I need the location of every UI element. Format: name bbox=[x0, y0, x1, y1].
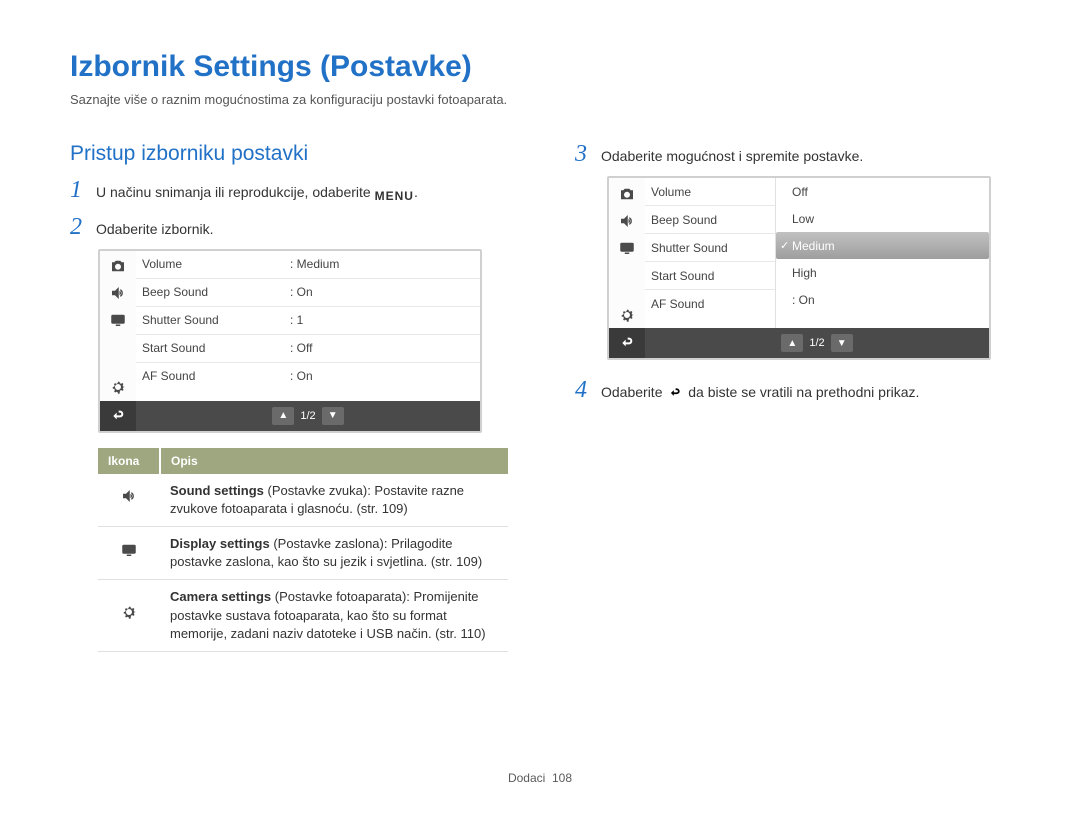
table-header-row: Ikona Opis bbox=[98, 448, 508, 474]
menu-label: AF Sound bbox=[136, 369, 290, 383]
menu-label: Start Sound bbox=[645, 269, 775, 283]
back-icon[interactable] bbox=[100, 401, 136, 431]
menu-row: Start Sound: Off bbox=[136, 335, 480, 363]
desc-text: Sound settings (Postavke zvuka): Postavi… bbox=[160, 474, 508, 527]
table-row: Sound settings (Postavke zvuka): Postavi… bbox=[98, 474, 508, 527]
af-sound-value: : On bbox=[776, 286, 989, 313]
step-2: 2 Odaberite izbornik. bbox=[70, 215, 515, 239]
nav-down-icon[interactable]: ▼ bbox=[831, 334, 853, 352]
step-number: 4 bbox=[575, 378, 587, 402]
menu-row: Beep Sound: On bbox=[136, 279, 480, 307]
camera-footer: ▲ 1/2 ▼ bbox=[609, 328, 989, 358]
camera-footer: ▲ 1/2 ▼ bbox=[100, 401, 480, 431]
camera-icon bbox=[609, 180, 645, 207]
display-icon bbox=[98, 526, 160, 579]
step-text: Odaberite da biste se vratili na prethod… bbox=[601, 379, 1020, 404]
nav-up-icon[interactable]: ▲ bbox=[781, 334, 803, 352]
back-arrow-icon bbox=[666, 386, 684, 404]
speaker-icon bbox=[100, 280, 136, 307]
gear-icon bbox=[100, 374, 136, 401]
right-column: 3 Odaberite mogućnost i spremite postavk… bbox=[575, 142, 1020, 652]
menu-row: Shutter Sound: 1 bbox=[136, 307, 480, 335]
menu-label: Beep Sound bbox=[645, 213, 775, 227]
step-1-text: U načinu snimanja ili reprodukcije, odab… bbox=[96, 184, 375, 200]
step-number: 2 bbox=[70, 215, 82, 239]
display-icon bbox=[609, 234, 645, 261]
menu-label: Beep Sound bbox=[136, 285, 290, 299]
table-row: Camera settings (Postavke fotoaparata): … bbox=[98, 580, 508, 652]
option-high[interactable]: High bbox=[776, 259, 989, 286]
menu-rows: Volume: Medium Beep Sound: On Shutter So… bbox=[136, 251, 480, 401]
page-indicator: 1/2 bbox=[300, 410, 315, 422]
menu-value: : Off bbox=[290, 341, 480, 355]
step-text: Odaberite izbornik. bbox=[96, 216, 515, 238]
menu-row: Volume: Medium bbox=[136, 251, 480, 279]
option-low[interactable]: Low bbox=[776, 205, 989, 232]
description-table: Ikona Opis Sound settings (Postavke zvuk… bbox=[98, 448, 508, 652]
footer-section: Dodaci bbox=[508, 771, 545, 785]
menu-row: Volume bbox=[645, 178, 775, 206]
speaker-icon bbox=[609, 207, 645, 234]
page-title: Izbornik Settings (Postavke) bbox=[70, 50, 1020, 84]
menu-label: Volume bbox=[136, 257, 290, 271]
menu-glyph-icon: MENU bbox=[375, 189, 414, 205]
option-off[interactable]: Off bbox=[776, 178, 989, 205]
desc-text: Display settings (Postavke zaslona): Pri… bbox=[160, 526, 508, 579]
page-indicator: 1/2 bbox=[809, 337, 824, 349]
menu-row: AF Sound bbox=[645, 290, 775, 317]
menu-value: : 1 bbox=[290, 313, 480, 327]
header-icon: Ikona bbox=[98, 448, 160, 474]
menu-row: Beep Sound bbox=[645, 206, 775, 234]
gear-icon bbox=[98, 580, 160, 652]
option-medium[interactable]: Medium bbox=[776, 232, 989, 259]
left-column: Pristup izborniku postavki 1 U načinu sn… bbox=[70, 142, 515, 652]
step-text: Odaberite mogućnost i spremite postavke. bbox=[601, 143, 1020, 165]
menu-rows: Volume Beep Sound Shutter Sound Start So… bbox=[645, 178, 775, 328]
display-icon bbox=[100, 307, 136, 334]
desc-text: Camera settings (Postavke fotoaparata): … bbox=[160, 580, 508, 652]
menu-row: AF Sound: On bbox=[136, 363, 480, 390]
nav-up-icon[interactable]: ▲ bbox=[272, 407, 294, 425]
step-3: 3 Odaberite mogućnost i spremite postavk… bbox=[575, 142, 1020, 166]
menu-label: AF Sound bbox=[645, 297, 775, 311]
header-desc: Opis bbox=[160, 448, 508, 474]
step-number: 3 bbox=[575, 142, 587, 166]
side-icons-col bbox=[609, 178, 645, 328]
menu-value: : Medium bbox=[290, 257, 480, 271]
step-4-pre: Odaberite bbox=[601, 384, 666, 400]
footer-page-number: 108 bbox=[552, 771, 572, 785]
menu-value: : On bbox=[290, 285, 480, 299]
step-1-post: . bbox=[414, 184, 418, 200]
back-icon[interactable] bbox=[609, 328, 645, 358]
section-heading: Pristup izborniku postavki bbox=[70, 142, 515, 166]
camera-menu-screenshot-1: Volume: Medium Beep Sound: On Shutter So… bbox=[98, 249, 482, 433]
menu-row: Start Sound bbox=[645, 262, 775, 290]
step-1: 1 U načinu snimanja ili reprodukcije, od… bbox=[70, 178, 515, 205]
step-4-post: da biste se vratili na prethodni prikaz. bbox=[684, 384, 919, 400]
options-column: Off Low Medium High : On bbox=[775, 178, 989, 328]
menu-label: Start Sound bbox=[136, 341, 290, 355]
menu-label: Shutter Sound bbox=[136, 313, 290, 327]
side-icons-col bbox=[100, 251, 136, 401]
step-number: 1 bbox=[70, 178, 82, 202]
gear-icon bbox=[609, 301, 645, 328]
step-text: U načinu snimanja ili reprodukcije, odab… bbox=[96, 179, 515, 205]
camera-menu-screenshot-2: Volume Beep Sound Shutter Sound Start So… bbox=[607, 176, 991, 360]
menu-label: Shutter Sound bbox=[645, 241, 775, 255]
page-footer: Dodaci 108 bbox=[0, 771, 1080, 785]
menu-row: Shutter Sound bbox=[645, 234, 775, 262]
step-4: 4 Odaberite da biste se vratili na preth… bbox=[575, 378, 1020, 404]
page-subtitle: Saznajte više o raznim mogućnostima za k… bbox=[70, 92, 1020, 107]
speaker-icon bbox=[98, 474, 160, 527]
menu-value: : On bbox=[290, 369, 480, 383]
menu-label: Volume bbox=[645, 185, 775, 199]
nav-down-icon[interactable]: ▼ bbox=[322, 407, 344, 425]
table-row: Display settings (Postavke zaslona): Pri… bbox=[98, 526, 508, 579]
camera-icon bbox=[100, 253, 136, 280]
